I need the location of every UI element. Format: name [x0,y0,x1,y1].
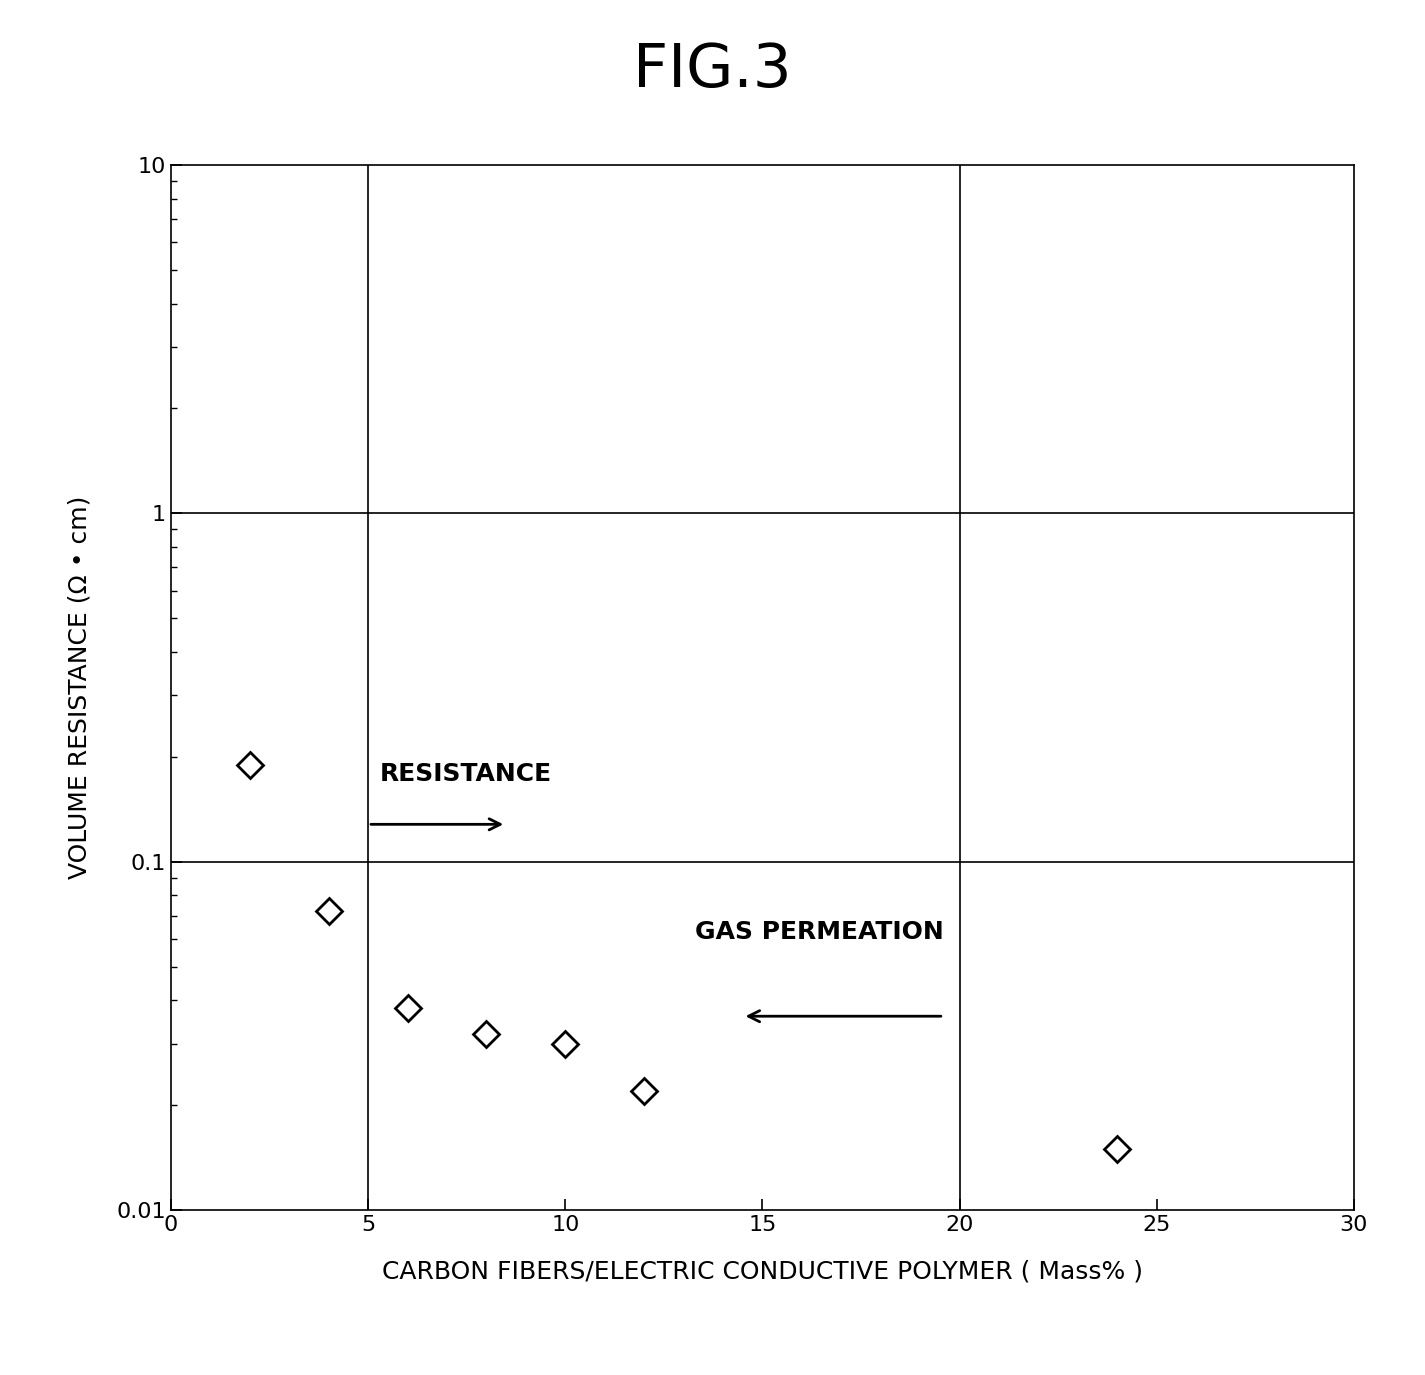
Y-axis label: VOLUME RESISTANCE (Ω • cm): VOLUME RESISTANCE (Ω • cm) [67,496,91,879]
X-axis label: CARBON FIBERS/ELECTRIC CONDUCTIVE POLYMER ( Mass% ): CARBON FIBERS/ELECTRIC CONDUCTIVE POLYME… [382,1260,1143,1284]
Text: RESISTANCE: RESISTANCE [380,762,551,786]
Text: GAS PERMEATION: GAS PERMEATION [695,920,943,945]
Text: FIG.3: FIG.3 [633,41,792,100]
